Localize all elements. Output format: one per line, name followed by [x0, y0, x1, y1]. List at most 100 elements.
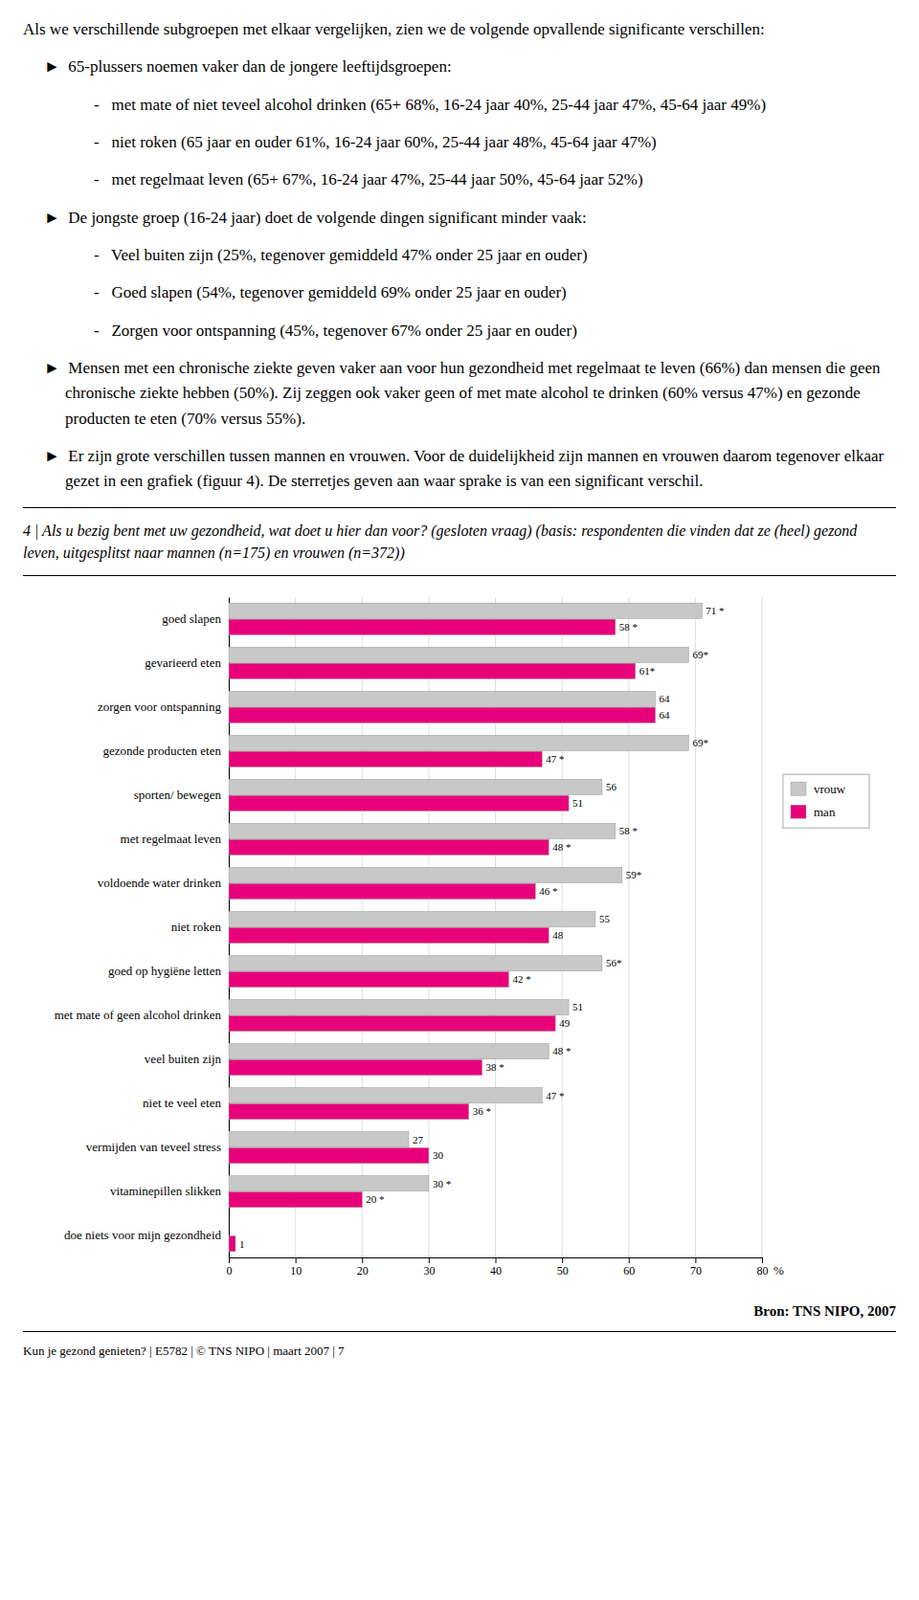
bar — [228, 1000, 569, 1016]
y-tick: vitaminepillen slikken — [110, 1185, 229, 1200]
x-tick-label: 0 — [226, 1264, 233, 1278]
y-tick: met regelmaat leven — [120, 831, 229, 847]
y-tick-label: vermijden van teveel stress — [86, 1141, 222, 1156]
data-label: 42 * — [512, 974, 531, 987]
x-tick-mark — [228, 1257, 230, 1264]
x-axis-line — [229, 1258, 763, 1265]
x-tick: 30 — [423, 1257, 435, 1278]
y-tick: goed slapen — [161, 611, 229, 627]
separator — [22, 575, 897, 577]
y-tick: zorgen voor ontspanning — [97, 699, 229, 715]
source: Bron: TNS NIPO, 2007 — [22, 1303, 897, 1321]
data-label: 48 * — [552, 841, 571, 853]
y-tick-label: veel buiten zijn — [144, 1052, 223, 1067]
data-label: 48 — [552, 929, 564, 942]
bar — [228, 780, 603, 796]
data-label: 30 * — [432, 1178, 451, 1190]
annotation: - met regelmaat leven (65+ 67%, 16-24 ja… — [22, 167, 897, 193]
x-tick: 10 — [290, 1257, 302, 1278]
annotation: - Veel buiten zijn (25%, tegenover gemid… — [22, 243, 897, 269]
grid-line — [762, 597, 763, 1258]
bar — [228, 707, 656, 723]
data-label: 51 — [572, 797, 583, 809]
x-tick-label: 80 — [757, 1264, 769, 1278]
data-label: 58 * — [619, 621, 638, 633]
bar — [228, 751, 542, 767]
data-label: 69* — [692, 737, 709, 749]
bar — [228, 691, 656, 707]
y-tick: niet te veel eten — [142, 1096, 229, 1111]
y-tick: veel buiten zijn — [144, 1052, 229, 1067]
data-label: 56 — [605, 781, 618, 793]
data-label: 36 * — [472, 1106, 492, 1119]
bar — [228, 1016, 556, 1032]
y-tick: goed op hygiëne letten — [108, 963, 229, 979]
bar — [228, 1176, 429, 1192]
bar — [228, 956, 603, 972]
y-tick: sporten/ bewegen — [134, 787, 229, 803]
y-tick: gevarieerd eten — [144, 655, 229, 671]
x-tick-label: 40 — [490, 1264, 502, 1278]
y-tick-label: sporten/ bewegen — [134, 787, 223, 803]
x-tick-mark — [495, 1257, 497, 1264]
bar — [228, 795, 569, 811]
footer: Kun je gezond genieten? | E5782 | © TNS … — [22, 1344, 897, 1360]
data-label: 58 * — [619, 826, 638, 838]
legend-swatch — [790, 805, 807, 819]
y-tick-label: gevarieerd eten — [144, 655, 222, 671]
data-labels: 71 *69*6469*5658 *59*5556*5148 *47 *2730… — [239, 605, 725, 1250]
data-label: 48 * — [552, 1046, 571, 1058]
data-label: 27 — [412, 1134, 425, 1146]
chart: 01020304050607080goed slapengevarieerd e… — [22, 587, 897, 1297]
y-tick: niet roken — [171, 919, 229, 935]
x-tick-mark — [694, 1257, 696, 1264]
y-tick-label: zorgen voor ontspanning — [97, 699, 223, 715]
plot: 01020304050607080goed slapengevarieerd e… — [54, 597, 870, 1278]
legend-label: man — [813, 805, 836, 820]
data-label: 69* — [692, 649, 709, 661]
data-label: 59* — [626, 870, 643, 882]
y-tick-label: voldoende water drinken — [97, 875, 223, 891]
x-tick-mark — [628, 1257, 630, 1264]
x-tick: 0 — [226, 1257, 233, 1278]
bar — [228, 1104, 470, 1121]
bar — [228, 839, 549, 855]
legend: vrouw man — [783, 774, 870, 829]
x-axis: 01020304050607080 — [226, 1257, 769, 1278]
y-tick: voldoende water drinken — [97, 875, 229, 891]
data-label: 49 — [559, 1018, 571, 1031]
bar — [228, 883, 536, 899]
y-tick-label: goed op hygiëne letten — [108, 963, 223, 979]
bar — [228, 868, 623, 884]
y-tick: vermijden van teveel stress — [86, 1141, 229, 1156]
bar — [228, 824, 616, 840]
y-tick-label: vitaminepillen slikken — [110, 1185, 222, 1200]
data-label: 30 — [432, 1150, 445, 1163]
legend-frame — [783, 774, 870, 829]
bar — [228, 928, 549, 944]
bar — [228, 603, 702, 619]
title: 4 | Als u bezig bent met uw gezondheid, … — [22, 519, 897, 564]
legend-label: vrouw — [813, 782, 847, 797]
data-label: 20 * — [365, 1194, 384, 1207]
bar — [228, 619, 616, 635]
bar — [228, 663, 636, 679]
y-axis: goed slapen gevarieerd eten zorgen voor on… — [54, 598, 230, 1259]
bars — [228, 603, 702, 1253]
grid-line — [694, 597, 696, 1258]
annotation: ► Mensen met een chronische ziekte geven… — [22, 356, 897, 432]
x-tick-label: 10 — [290, 1264, 302, 1278]
annotation: Als we verschillende subgroepen met elka… — [22, 17, 897, 43]
x-tick-mark — [295, 1257, 297, 1264]
x-tick: 40 — [490, 1257, 502, 1278]
data-label: 56* — [605, 958, 623, 970]
y-tick: met mate of geen alcohol drinken — [54, 1008, 229, 1023]
data-label: 55 — [599, 914, 611, 926]
y-tick-label: doe niets voor mijn gezondheid — [64, 1229, 222, 1244]
grid — [228, 597, 763, 1258]
x-tick: 80 — [757, 1257, 769, 1278]
annotation: - niet roken (65 jaar en ouder 61%, 16-2… — [22, 130, 897, 156]
bar — [228, 1192, 362, 1209]
page: Als we verschillende subgroepen met elka… — [0, 0, 919, 1360]
data-label: 46 * — [538, 885, 558, 897]
